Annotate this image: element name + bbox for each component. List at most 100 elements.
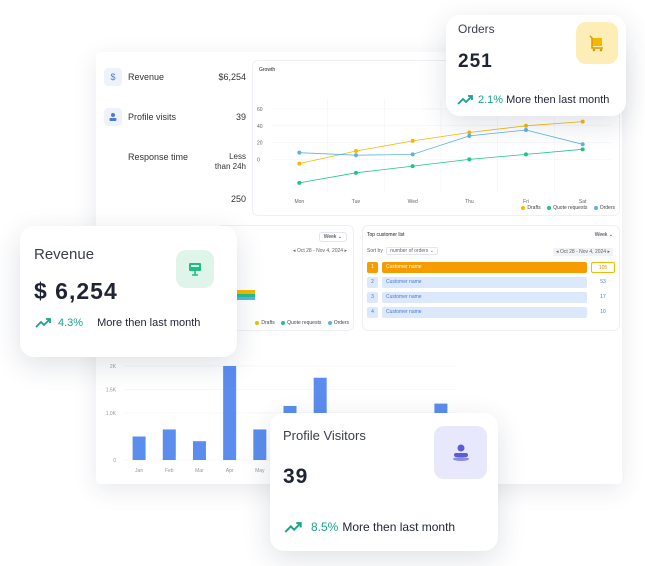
revenue-card-title: Revenue (34, 246, 95, 263)
bar (223, 366, 237, 460)
y-tick-label: 2K (110, 364, 117, 370)
dollar-icon: $ (104, 68, 122, 86)
revenue-card-pct: 4.3% (58, 317, 84, 329)
y-tick-label: 0 (113, 458, 116, 464)
customer-value: 17 (600, 294, 606, 300)
data-point (467, 157, 472, 162)
list-item[interactable]: 1 Customer name 105 (367, 262, 619, 273)
stat-extra-value: 250 (230, 194, 246, 204)
orders-chart-panel: Week ⌄ ◂ Oct 28 - Nov 4, 2024 ▸ Drafts Q… (216, 225, 354, 331)
customer-rank: 3 (367, 292, 378, 303)
y-tick-label: 20 (257, 141, 263, 147)
user-icon (104, 108, 122, 126)
profile-visitors-card-pct: 8.5% (311, 520, 339, 534)
revenue-card-value: $ 6,254 (34, 278, 118, 304)
growth-title: Growth (259, 67, 276, 73)
customer-value: 53 (600, 279, 606, 285)
trending-up-icon (284, 521, 302, 533)
x-tick-label: Mar (195, 468, 204, 474)
revenue-card-trend-text: More then last month (97, 317, 201, 329)
top-customers-week-select[interactable]: Week ⌄ (594, 232, 613, 238)
trending-up-icon (35, 318, 51, 328)
profile-visitors-card-trend: 8.5% More then last month (284, 520, 455, 534)
stacked-bar-drafts (235, 290, 255, 294)
x-tick-label: Thu (465, 199, 474, 205)
series-line-orders (299, 129, 583, 156)
bar (162, 429, 176, 460)
stacked-bar-orders (235, 297, 255, 300)
orders-legend: Drafts Quote requests Orders (250, 320, 349, 326)
data-point (524, 128, 528, 132)
customer-name: Customer name (382, 292, 587, 303)
y-tick-label: 60 (257, 107, 263, 113)
orders-week-select[interactable]: Week ⌄ (318, 232, 347, 242)
profile-visitors-card: Profile Visitors 39 8.5% More then last … (270, 413, 498, 551)
cart-icon (576, 22, 618, 64)
orders-card-trend: 2.1% More then last month (457, 94, 609, 106)
stat-profile-visits-label: Profile visits (128, 112, 177, 122)
customer-value: 105 (591, 262, 615, 273)
legend-quote-requests: Quote requests (547, 205, 587, 211)
orders-card-value: 251 (458, 51, 493, 72)
dashboard-background: $ Revenue $6,254 Profile visits 39 Respo… (96, 52, 622, 484)
y-tick-label: 1.0K (106, 411, 117, 417)
x-tick-label: Sat (579, 199, 587, 205)
data-point (354, 149, 358, 153)
data-point (410, 152, 415, 157)
list-item[interactable]: 2 Customer name 53 (367, 277, 619, 288)
profile-visitors-card-trend-text: More then last month (342, 520, 456, 534)
stat-response-time-label: Response time (128, 152, 189, 162)
stat-revenue-label: Revenue (128, 72, 165, 82)
x-tick-label: Feb (165, 468, 174, 474)
legend-drafts: Drafts (521, 205, 541, 211)
orders-card-pct: 2.1% (478, 94, 504, 106)
data-point (297, 180, 302, 185)
presentation-icon (176, 250, 214, 288)
bar (192, 441, 206, 460)
x-tick-label: Tue (352, 199, 361, 205)
orders-card: Orders 251 2.1% More then last month (446, 15, 626, 116)
series-line-quote-requests (299, 148, 583, 184)
x-tick-label: May (255, 468, 265, 474)
x-tick-label: Wed (408, 199, 418, 205)
sort-by: Sort by number of orders ⌄ (367, 247, 438, 255)
data-point (580, 147, 585, 152)
revenue-card-trend: 4.3% More then last month (35, 317, 200, 329)
data-point (580, 142, 585, 147)
series-line-drafts (299, 121, 583, 164)
legend-orders: Orders (593, 205, 615, 211)
data-point (297, 150, 302, 155)
stacked-bar-quotes (235, 294, 255, 297)
sort-select[interactable]: number of orders ⌄ (386, 247, 438, 255)
y-tick-label: 0 (257, 157, 260, 163)
x-tick-label: Apr (226, 468, 234, 474)
x-tick-label: Mon (294, 199, 304, 205)
profile-visitors-card-title: Profile Visitors (283, 428, 366, 443)
customer-value: 10 (600, 309, 606, 315)
x-tick-label: Fri (523, 199, 529, 205)
customer-name: Customer name (382, 262, 587, 273)
stat-revenue-value: $6,254 (218, 72, 246, 82)
list-item[interactable]: 4 Customer name 10 (367, 307, 619, 318)
orders-card-title: Orders (458, 22, 495, 36)
data-point (297, 161, 302, 166)
top-customers-date-range: ◂ Oct 28 - Nov 4, 2024 ▸ (553, 248, 613, 256)
customer-rank: 4 (367, 307, 378, 318)
data-point (410, 164, 415, 169)
data-point (524, 123, 528, 128)
stat-response-time-value: Less than 24h (214, 152, 246, 171)
data-point (467, 133, 472, 138)
profile-visitors-card-value: 39 (283, 465, 309, 488)
data-point (354, 170, 358, 175)
y-tick-label: 40 (257, 124, 263, 130)
growth-legend: Drafts Quote requests Orders (516, 205, 615, 211)
y-tick-label: 1.5K (106, 388, 117, 394)
orders-legend-quotes: Quote requests (281, 320, 321, 326)
customer-name: Customer name (382, 277, 587, 288)
orders-date-range: ◂ Oct 28 - Nov 4, 2024 ▸ (293, 248, 347, 254)
revenue-card: Revenue $ 6,254 4.3% More then last mont… (20, 226, 237, 357)
x-tick-label: Jan (135, 468, 143, 474)
orders-legend-drafts: Drafts (255, 320, 275, 326)
list-item[interactable]: 3 Customer name 17 (367, 292, 619, 303)
data-point (524, 152, 528, 157)
